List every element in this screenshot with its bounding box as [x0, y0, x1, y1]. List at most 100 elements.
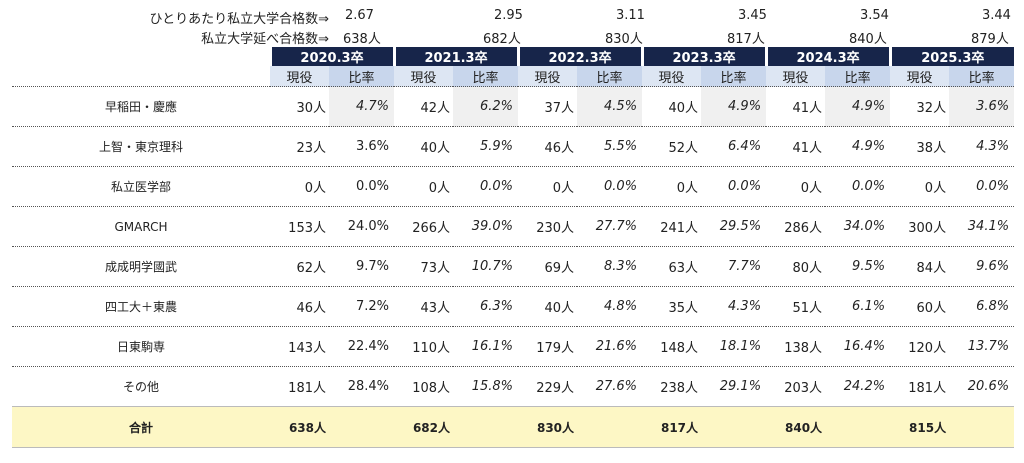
corner-blank — [12, 47, 270, 66]
ratio-cell: 29.1% — [701, 366, 767, 407]
ratio-cell: 27.7% — [577, 206, 643, 247]
ratio-header: 比率 — [577, 66, 643, 87]
current-header: 現役 — [394, 66, 454, 87]
count-cell: 0人 — [394, 166, 454, 207]
total-label: 合計 — [12, 406, 270, 448]
total-cell: 815人 — [890, 406, 950, 448]
ratio-cell: 6.3% — [453, 286, 519, 327]
total-cell: 830人 — [518, 406, 578, 448]
total-blank — [949, 406, 1015, 448]
category-label: 早稲田・慶應 — [12, 86, 270, 127]
per-person-label: ひとりあたり私立大学合格数⇒ — [149, 12, 329, 27]
total-cell: 638人 — [270, 406, 329, 448]
ratio-cell: 0.0% — [329, 166, 395, 207]
count-cell: 181人 — [270, 366, 329, 407]
count-cell: 41人 — [766, 86, 826, 127]
total-blank — [825, 406, 891, 448]
ratio-cell: 9.5% — [825, 246, 891, 287]
table-row: 四工大＋東農 46人 7.2% 43人 6.3% 40人 4.8% 35人 4.… — [12, 286, 1015, 327]
per-person-value: 3.44 — [982, 8, 1011, 23]
table-row: 早稲田・慶應 30人 4.7% 42人 6.2% 37人 4.5% 40人 4.… — [12, 86, 1015, 127]
total-blank — [577, 406, 643, 448]
ratio-cell: 34.1% — [949, 206, 1015, 247]
ratio-cell: 0.0% — [825, 166, 891, 207]
current-header: 現役 — [270, 66, 329, 87]
total-passes-value: 682人 — [483, 32, 521, 47]
count-cell: 266人 — [394, 206, 454, 247]
count-cell: 62人 — [270, 246, 329, 287]
count-cell: 46人 — [518, 126, 578, 167]
ratio-cell: 8.3% — [577, 246, 643, 287]
ratio-cell: 28.4% — [329, 366, 395, 407]
count-cell: 238人 — [642, 366, 702, 407]
count-cell: 46人 — [270, 286, 329, 327]
per-person-value: 2.95 — [494, 8, 523, 23]
year-header-row: 2020.3卒 2021.3卒 2022.3卒 2023.3卒 2024.3卒 … — [12, 47, 1015, 66]
ratio-cell: 13.7% — [949, 326, 1015, 367]
current-header: 現役 — [642, 66, 702, 87]
corner-blank — [12, 66, 270, 87]
count-cell: 181人 — [890, 366, 950, 407]
ratio-header: 比率 — [949, 66, 1015, 87]
ratio-cell: 16.1% — [453, 326, 519, 367]
count-cell: 60人 — [890, 286, 950, 327]
total-passes-value: 879人 — [971, 32, 1009, 47]
ratio-cell: 34.0% — [825, 206, 891, 247]
year-header: 2022.3卒 — [516, 47, 643, 66]
count-cell: 69人 — [518, 246, 578, 287]
sub-header-row: 現役 比率 現役 比率 現役 比率 現役 比率 現役 比率 現役 比率 — [12, 66, 1015, 87]
ratio-cell: 4.7% — [329, 86, 395, 127]
total-passes-value: 830人 — [605, 32, 643, 47]
current-header: 現役 — [766, 66, 826, 87]
table-row: 上智・東京理科 23人 3.6% 40人 5.9% 46人 5.5% 52人 6… — [12, 126, 1015, 167]
count-cell: 80人 — [766, 246, 826, 287]
count-cell: 0人 — [766, 166, 826, 207]
total-cell: 840人 — [766, 406, 826, 448]
count-cell: 73人 — [394, 246, 454, 287]
table-row: その他 181人 28.4% 108人 15.8% 229人 27.6% 238… — [12, 366, 1015, 407]
count-cell: 38人 — [890, 126, 950, 167]
ratio-cell: 5.5% — [577, 126, 643, 167]
total-passes-row: 私立大学延べ合格数⇒ 638人 682人 830人 817人 840人 879人 — [0, 26, 1024, 47]
count-cell: 153人 — [270, 206, 329, 247]
ratio-cell: 0.0% — [453, 166, 519, 207]
ratio-cell: 4.3% — [949, 126, 1015, 167]
count-cell: 108人 — [394, 366, 454, 407]
table-row: 私立医学部 0人 0.0% 0人 0.0% 0人 0.0% 0人 0.0% 0人… — [12, 166, 1015, 207]
count-cell: 203人 — [766, 366, 826, 407]
count-cell: 63人 — [642, 246, 702, 287]
ratio-cell: 3.6% — [329, 126, 395, 167]
ratio-header: 比率 — [825, 66, 891, 87]
count-cell: 286人 — [766, 206, 826, 247]
table-row: GMARCH 153人 24.0% 266人 39.0% 230人 27.7% … — [12, 206, 1015, 247]
total-cell: 682人 — [394, 406, 454, 448]
total-row: 合計 638人 682人 830人 817人 840人 815人 — [12, 406, 1015, 448]
ratio-cell: 20.6% — [949, 366, 1015, 407]
ratio-cell: 4.9% — [825, 126, 891, 167]
ratio-cell: 16.4% — [825, 326, 891, 367]
category-label: 私立医学部 — [12, 166, 270, 207]
year-header: 2021.3卒 — [392, 47, 519, 66]
category-label: その他 — [12, 366, 270, 407]
year-header: 2023.3卒 — [640, 47, 767, 66]
ratio-cell: 6.2% — [453, 86, 519, 127]
ratio-header: 比率 — [453, 66, 519, 87]
ratio-cell: 39.0% — [453, 206, 519, 247]
ratio-cell: 21.6% — [577, 326, 643, 367]
count-cell: 41人 — [766, 126, 826, 167]
total-blank — [453, 406, 519, 448]
ratio-cell: 0.0% — [949, 166, 1015, 207]
count-cell: 35人 — [642, 286, 702, 327]
total-blank — [701, 406, 767, 448]
ratio-cell: 6.1% — [825, 286, 891, 327]
ratio-cell: 6.8% — [949, 286, 1015, 327]
per-person-value: 3.45 — [738, 8, 767, 23]
count-cell: 84人 — [890, 246, 950, 287]
total-blank — [329, 406, 395, 448]
ratio-cell: 10.7% — [453, 246, 519, 287]
table-row: 日東駒専 143人 22.4% 110人 16.1% 179人 21.6% 14… — [12, 326, 1015, 367]
total-passes-value: 817人 — [727, 32, 765, 47]
year-header: 2020.3卒 — [268, 47, 395, 66]
current-header: 現役 — [518, 66, 578, 87]
count-cell: 138人 — [766, 326, 826, 367]
